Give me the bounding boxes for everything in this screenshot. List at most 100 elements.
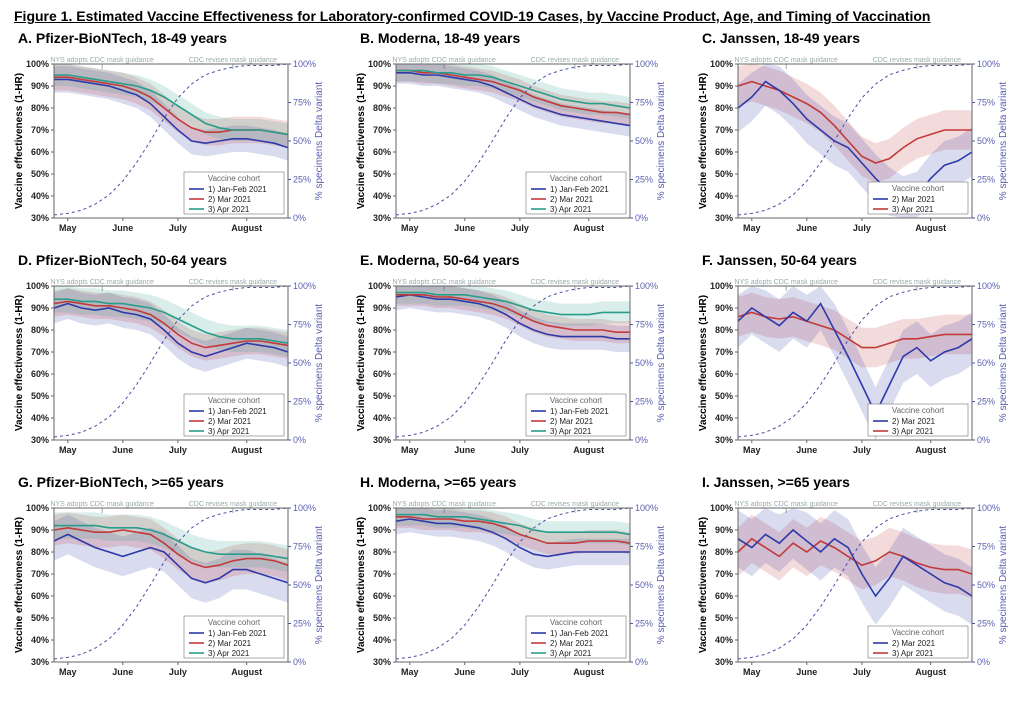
y2-tick-label: 100% <box>635 59 658 69</box>
y-tick-label: 40% <box>373 191 391 201</box>
legend-title: Vaccine cohort <box>208 174 261 183</box>
y-axis-label: Vaccine effectiveness (1-HR) <box>14 517 25 653</box>
panel-title: F. Janssen, 50-64 years <box>702 252 1014 268</box>
y2-tick-label: 25% <box>635 175 653 185</box>
top-annotation: NYS adopts CDC mask guidance <box>734 57 838 64</box>
y-tick-label: 40% <box>31 191 49 201</box>
x-tick-label: July <box>853 445 871 455</box>
y-tick-label: 90% <box>715 525 733 535</box>
top-annotation: CDC revises mask guidance <box>531 279 619 286</box>
panel-title: H. Moderna, >=65 years <box>360 474 672 490</box>
legend-item: 1) Jan-Feb 2021 <box>208 185 267 194</box>
y-tick-label: 60% <box>31 147 49 157</box>
y2-tick-label: 50% <box>635 358 653 368</box>
y-tick-label: 80% <box>31 103 49 113</box>
legend-item: 3) Apr 2021 <box>550 205 592 214</box>
y2-tick-label: 75% <box>635 320 653 330</box>
x-tick-label: June <box>454 445 475 455</box>
panel-chart: 30%40%50%60%70%80%90%100%0%25%50%75%100%… <box>694 492 1014 682</box>
y-tick-label: 40% <box>715 635 733 645</box>
y2-tick-label: 100% <box>293 281 316 291</box>
legend-title: Vaccine cohort <box>550 174 603 183</box>
y-tick-label: 40% <box>715 191 733 201</box>
y-tick-label: 50% <box>373 169 391 179</box>
y-tick-label: 100% <box>26 281 49 291</box>
y2-tick-label: 50% <box>977 580 995 590</box>
y-tick-label: 30% <box>715 657 733 667</box>
x-tick-label: July <box>853 667 871 677</box>
legend-item: 3) Apr 2021 <box>892 205 934 214</box>
x-tick-label: August <box>573 223 604 233</box>
y-tick-label: 90% <box>31 525 49 535</box>
y-tick-label: 50% <box>31 613 49 623</box>
panel-title: C. Janssen, 18-49 years <box>702 30 1014 46</box>
panel: F. Janssen, 50-64 years30%40%50%60%70%80… <box>694 252 1014 460</box>
legend-item: 2) Mar 2021 <box>892 639 936 648</box>
top-annotation: NYS adopts CDC mask guidance <box>392 57 496 64</box>
y-axis-label: Vaccine effectiveness (1-HR) <box>698 517 709 653</box>
y-tick-label: 80% <box>373 325 391 335</box>
y-tick-label: 30% <box>373 213 391 223</box>
y2-tick-label: 75% <box>293 320 311 330</box>
top-annotation: CDC revises mask guidance <box>531 501 619 508</box>
y-tick-label: 80% <box>373 547 391 557</box>
x-tick-label: June <box>112 223 133 233</box>
y2-tick-label: 25% <box>977 397 995 407</box>
y-tick-label: 60% <box>373 591 391 601</box>
y-tick-label: 40% <box>31 635 49 645</box>
y2-tick-label: 100% <box>293 59 316 69</box>
y-tick-label: 80% <box>715 547 733 557</box>
x-tick-label: May <box>743 223 761 233</box>
x-tick-label: August <box>915 667 946 677</box>
top-annotation: CDC revises mask guidance <box>873 57 961 64</box>
y-tick-label: 50% <box>31 391 49 401</box>
y-tick-label: 70% <box>31 347 49 357</box>
y-tick-label: 50% <box>715 613 733 623</box>
y2-tick-label: 25% <box>293 397 311 407</box>
y-tick-label: 70% <box>31 569 49 579</box>
legend-item: 1) Jan-Feb 2021 <box>550 629 609 638</box>
x-tick-label: July <box>511 667 529 677</box>
y2-tick-label: 100% <box>635 503 658 513</box>
x-tick-label: May <box>59 223 77 233</box>
y2-tick-label: 75% <box>635 542 653 552</box>
legend-item: 3) Apr 2021 <box>208 649 250 658</box>
x-tick-label: July <box>511 445 529 455</box>
legend-item: 3) Apr 2021 <box>550 427 592 436</box>
panel: C. Janssen, 18-49 years30%40%50%60%70%80… <box>694 30 1014 238</box>
y-tick-label: 30% <box>31 657 49 667</box>
y2-tick-label: 100% <box>635 281 658 291</box>
y-tick-label: 70% <box>373 569 391 579</box>
x-tick-label: August <box>231 445 262 455</box>
y2-tick-label: 25% <box>293 175 311 185</box>
y2-tick-label: 25% <box>977 619 995 629</box>
legend-item: 2) Mar 2021 <box>550 195 594 204</box>
legend-item: 3) Apr 2021 <box>208 205 250 214</box>
y2-tick-label: 50% <box>635 580 653 590</box>
y-tick-label: 40% <box>715 413 733 423</box>
y-tick-label: 80% <box>31 547 49 557</box>
y2-tick-label: 0% <box>635 657 648 667</box>
legend-title: Vaccine cohort <box>208 396 261 405</box>
y2-axis-label: % specimens Delta variant <box>998 82 1009 201</box>
x-tick-label: August <box>573 667 604 677</box>
y2-axis-label: % specimens Delta variant <box>998 304 1009 423</box>
y2-axis-label: % specimens Delta variant <box>656 82 667 201</box>
panel: I. Janssen, >=65 years30%40%50%60%70%80%… <box>694 474 1014 682</box>
legend-item: 3) Apr 2021 <box>208 427 250 436</box>
panel-chart: 30%40%50%60%70%80%90%100%0%25%50%75%100%… <box>352 48 672 238</box>
x-tick-label: July <box>511 223 529 233</box>
y2-tick-label: 25% <box>635 619 653 629</box>
panel: A. Pfizer-BioNTech, 18-49 years30%40%50%… <box>10 30 330 238</box>
y-tick-label: 100% <box>710 503 733 513</box>
y-tick-label: 30% <box>715 435 733 445</box>
y-tick-label: 90% <box>373 525 391 535</box>
y-tick-label: 50% <box>715 391 733 401</box>
y-tick-label: 40% <box>31 413 49 423</box>
y-tick-label: 50% <box>373 613 391 623</box>
x-tick-label: August <box>231 223 262 233</box>
y-tick-label: 100% <box>26 503 49 513</box>
x-tick-label: May <box>401 667 419 677</box>
y-tick-label: 90% <box>373 81 391 91</box>
y-tick-label: 60% <box>31 369 49 379</box>
